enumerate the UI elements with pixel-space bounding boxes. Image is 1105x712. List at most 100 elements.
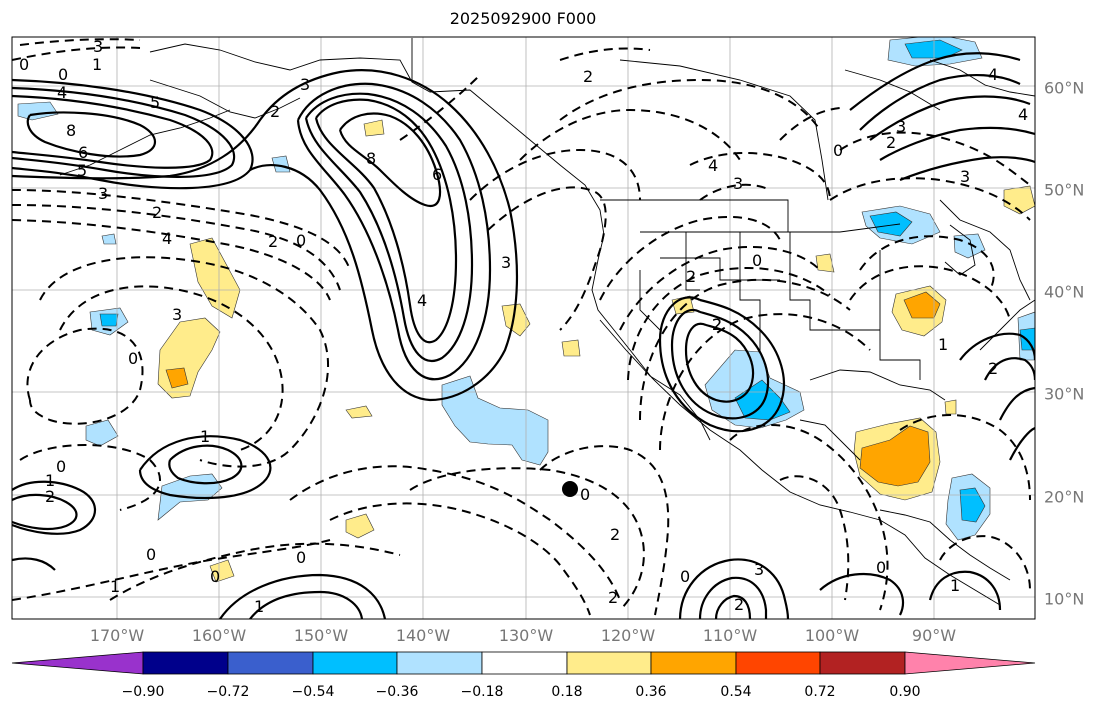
- contour-label: 5: [150, 93, 160, 112]
- contour-label: 1: [200, 427, 210, 446]
- contour-label: 0: [680, 567, 690, 586]
- contour-label: 3: [300, 75, 310, 94]
- contour-label: 2: [608, 588, 618, 607]
- colorbar-bin: [566, 651, 652, 675]
- colorbar-tick-label: 0.18: [551, 684, 583, 700]
- colorbar-bin: [650, 651, 737, 675]
- longitude-label: 140°W: [395, 626, 451, 645]
- contour-label: 6: [78, 143, 88, 162]
- contour-label: 2: [268, 232, 278, 251]
- colorbar-tick-label: 0.54: [720, 684, 752, 700]
- contour-label: 0: [210, 567, 220, 586]
- contour-label: 2: [270, 102, 280, 121]
- colorbar-bin: [819, 651, 906, 675]
- longitude-label: 130°W: [498, 626, 554, 645]
- contour-label: 8: [66, 121, 76, 140]
- longitude-label: 100°W: [804, 626, 860, 645]
- contour-label: 3: [733, 174, 743, 193]
- contour-label: 4: [988, 65, 998, 84]
- contour-label: 2: [886, 133, 896, 152]
- contour-label: 0: [58, 65, 68, 84]
- coastlines-and-borders: [59, 38, 1035, 606]
- contour-label: 1: [45, 471, 55, 490]
- contour-label: 2: [152, 203, 162, 222]
- contour-label: 3: [754, 560, 764, 579]
- graticule-gridlines: [12, 37, 1035, 619]
- map-title: 2025092900 F000: [449, 9, 597, 28]
- latitude-label: 10°N: [1044, 589, 1085, 609]
- longitude-label: 170°W: [89, 626, 145, 645]
- contour-label: 2: [686, 267, 696, 286]
- contour-label: 2: [712, 315, 722, 334]
- contour-label: 0: [876, 558, 886, 577]
- contour-label: 0: [56, 457, 66, 476]
- latitude-label: 60°N: [1044, 78, 1085, 98]
- contour-label: 0: [833, 141, 843, 160]
- contour-label: 0: [296, 548, 306, 567]
- contour-label: 8: [366, 149, 376, 168]
- contour-label: 2: [45, 487, 55, 506]
- colorbar-bin: [396, 651, 483, 675]
- contour-label: 1: [938, 335, 948, 354]
- colorbar-bin: [142, 651, 229, 675]
- longitude-label: 90°W: [911, 626, 957, 645]
- contour-label: 3: [501, 253, 511, 272]
- contour-label: 0: [146, 545, 156, 564]
- longitude-label: 150°W: [293, 626, 349, 645]
- colorbar-high-extension: [904, 651, 1036, 675]
- colorbar-tick-label: −0.36: [375, 684, 419, 700]
- longitude-label: 160°W: [191, 626, 247, 645]
- colorbar-tick-label: 0.72: [804, 684, 836, 700]
- contour-label: 2: [734, 595, 744, 614]
- latitude-label: 20°N: [1044, 487, 1085, 507]
- colorbar-tick-label: −0.18: [460, 684, 504, 700]
- contour-label: 2: [712, 315, 722, 334]
- contour-label: 4: [417, 291, 427, 310]
- contour-label: 0: [128, 349, 138, 368]
- storm-center-marker: [562, 481, 578, 497]
- colorbar-tick-label: −0.54: [291, 684, 335, 700]
- contour-label: 0: [752, 251, 762, 270]
- latitude-label: 50°N: [1044, 180, 1085, 200]
- colorbar-bin: [312, 651, 398, 675]
- contour-label: 3: [98, 184, 108, 203]
- contour-label: 0: [296, 231, 306, 250]
- contour-label: 2: [988, 359, 998, 378]
- longitude-label: 120°W: [600, 626, 656, 645]
- contour-label: 1: [110, 577, 120, 596]
- contour-label: 6: [432, 165, 442, 184]
- contour-label: 1: [92, 55, 102, 74]
- contour-label: 1: [950, 576, 960, 595]
- contour-labels: 3 0 1 0 4 5 8 6 5 3 2 2 4 0 2 3 8 6 3 4 …: [19, 37, 1028, 616]
- contour-label: 3: [172, 305, 182, 324]
- colorbar-tick-label: 0.36: [635, 684, 667, 700]
- colorbar-bin: [481, 651, 568, 675]
- colorbar-tick-label: 0.90: [889, 684, 921, 700]
- colorbar-tick-label: −0.90: [121, 684, 165, 700]
- latitude-label: 30°N: [1044, 384, 1085, 404]
- contour-label: 4: [57, 83, 67, 102]
- colorbar-bin: [735, 651, 821, 675]
- colorbar: [11, 651, 1036, 675]
- contour-label: 4: [708, 156, 718, 175]
- longitude-label: 110°W: [702, 626, 758, 645]
- latitude-label: 40°N: [1044, 282, 1085, 302]
- contour-label: 4: [1018, 105, 1028, 124]
- contour-label: 2: [583, 67, 593, 86]
- contour-label: 2: [610, 525, 620, 544]
- negative-contours-dashed: [12, 38, 1031, 616]
- contour-label: 1: [254, 597, 264, 616]
- contour-label: 0: [19, 55, 29, 74]
- contour-label: 4: [162, 229, 172, 248]
- contour-label: 3: [896, 117, 906, 136]
- map-frame: [11, 36, 1036, 620]
- contour-label: 3: [93, 37, 103, 56]
- contour-label: 0: [580, 485, 590, 504]
- positive-contours-solid: [12, 52, 1035, 619]
- colorbar-tick-label: −0.72: [206, 684, 250, 700]
- colorbar-low-extension: [11, 651, 144, 675]
- colorbar-bin: [227, 651, 314, 675]
- contour-label: 3: [960, 167, 970, 186]
- contour-label: 5: [77, 161, 87, 180]
